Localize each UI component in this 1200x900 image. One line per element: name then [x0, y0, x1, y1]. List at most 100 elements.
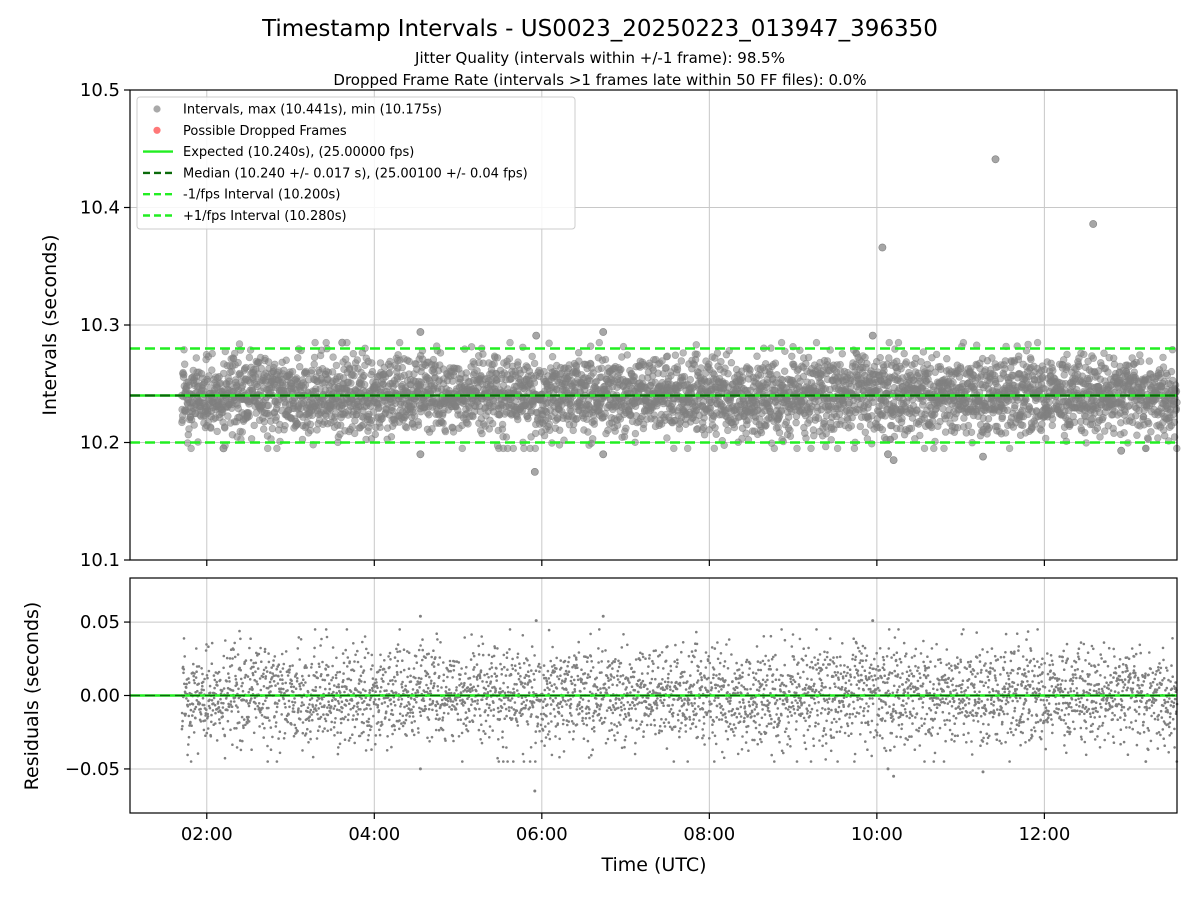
residual-point	[229, 728, 232, 732]
residual-point	[310, 662, 314, 666]
residual-point	[229, 700, 233, 703]
residual-point	[240, 715, 244, 719]
interval-point	[810, 432, 818, 440]
residual-point	[343, 690, 346, 694]
interval-point	[622, 424, 630, 432]
residual-point	[329, 728, 333, 731]
interval-point	[710, 444, 718, 453]
residual-point	[234, 674, 237, 678]
residual-point	[206, 715, 210, 718]
residual-point	[302, 703, 306, 707]
residual-point	[315, 699, 319, 702]
interval-outlier-point	[416, 450, 425, 459]
interval-point	[807, 444, 815, 453]
interval-point	[943, 355, 951, 363]
residual-point	[329, 705, 333, 708]
residual-point	[344, 648, 348, 652]
residual-point	[280, 713, 284, 716]
residual-point	[318, 685, 322, 689]
interval-point	[679, 349, 687, 357]
residual-point	[334, 717, 337, 720]
interval-outlier-point	[979, 452, 987, 461]
interval-point	[308, 366, 316, 375]
residual-point	[275, 667, 279, 671]
residual-point	[236, 653, 240, 656]
interval-point	[1063, 362, 1072, 370]
residual-point	[293, 697, 296, 700]
residual-point	[253, 707, 257, 711]
interval-point	[631, 429, 640, 438]
interval-point	[332, 361, 341, 370]
residual-point	[256, 682, 259, 686]
residual-point	[338, 691, 342, 694]
interval-point	[1075, 362, 1083, 370]
residual-point	[272, 659, 275, 662]
interval-point	[441, 427, 450, 436]
residual-point	[235, 683, 239, 686]
residual-point	[247, 704, 251, 708]
residual-point	[291, 707, 295, 710]
interval-point	[675, 425, 684, 433]
residual-point	[186, 705, 190, 708]
interval-point	[861, 428, 869, 436]
residual-point	[279, 670, 282, 673]
residual-point	[301, 674, 304, 678]
residual-point	[197, 665, 201, 668]
residual-point	[258, 677, 262, 680]
residual-point	[230, 705, 234, 708]
interval-point	[793, 444, 801, 453]
interval-point	[264, 444, 272, 453]
interval-point	[273, 444, 281, 453]
residual-point	[313, 628, 317, 631]
residual-point	[337, 746, 340, 749]
residual-point	[339, 731, 343, 734]
residual-point	[295, 679, 299, 683]
residual-point	[347, 713, 350, 716]
residual-point	[274, 721, 278, 724]
residual-point	[340, 700, 344, 703]
interval-point	[1024, 340, 1032, 349]
residual-point	[196, 689, 199, 693]
interval-point	[939, 405, 947, 413]
residual-point	[337, 702, 341, 705]
interval-point	[738, 373, 747, 381]
residual-point	[302, 678, 305, 681]
residual-point	[316, 676, 320, 680]
interval-point	[181, 360, 189, 368]
residual-point	[202, 688, 205, 692]
interval-point	[306, 420, 315, 428]
residual-point	[241, 681, 244, 685]
residual-point	[227, 676, 231, 679]
residual-point	[267, 652, 270, 655]
residual-point	[201, 696, 205, 700]
residual-point	[251, 673, 255, 677]
residual-point	[196, 752, 200, 755]
residual-point	[197, 682, 200, 686]
interval-point	[376, 423, 384, 431]
interval-point	[804, 353, 813, 362]
interval-point	[907, 424, 916, 433]
residual-point	[319, 702, 322, 705]
residual-point	[309, 730, 312, 733]
residual-point	[344, 715, 347, 719]
residual-point	[335, 656, 338, 660]
interval-point	[885, 338, 893, 347]
interval-point	[788, 352, 796, 360]
residual-point	[336, 731, 339, 734]
interval-point	[458, 444, 466, 453]
interval-point	[462, 369, 470, 377]
interval-point	[927, 423, 936, 432]
interval-outlier-point	[532, 331, 541, 340]
residual-point	[294, 687, 298, 690]
residual-point	[187, 714, 191, 718]
residual-point	[234, 678, 238, 681]
interval-point	[1048, 415, 1057, 423]
residual-point	[277, 663, 281, 666]
interval-point	[836, 360, 844, 369]
residual-point	[274, 684, 277, 687]
residual-point	[231, 657, 234, 660]
residual-point	[206, 727, 210, 730]
residual-point	[239, 748, 243, 752]
interval-point	[623, 351, 631, 359]
residual-point	[216, 684, 219, 687]
